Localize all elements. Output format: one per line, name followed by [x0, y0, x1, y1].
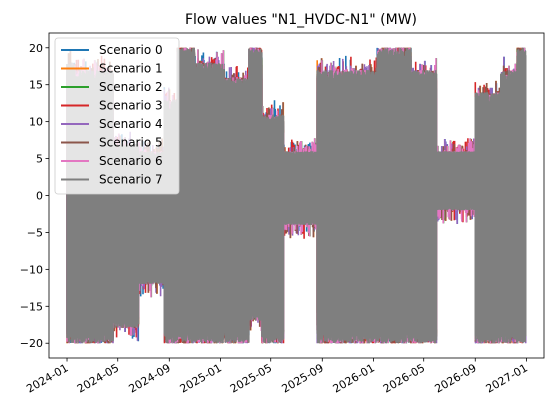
plot-area	[66, 47, 527, 344]
x-tick-label-7: 2026-05	[381, 361, 427, 395]
x-tick-label-1: 2024-05	[75, 361, 121, 395]
y-tick-label-7: 15	[29, 79, 43, 92]
legend-label-2: Scenario 2	[99, 80, 163, 94]
series-line-7	[66, 47, 527, 344]
legend: Scenario 0 Scenario 1 Scenario 2 Scenario 3…	[54, 37, 180, 195]
legend-label-6: Scenario 6	[99, 154, 163, 168]
y-tick-label-0: −20	[20, 337, 43, 350]
x-tick-label-9: 2027-01	[484, 361, 530, 395]
x-tick-label-2: 2024-09	[126, 361, 172, 395]
y-tick-label-4: 0	[36, 190, 43, 203]
y-tick-label-8: 20	[29, 42, 43, 55]
x-tick-label-0: 2024-01	[24, 361, 70, 395]
legend-box	[54, 37, 180, 195]
x-tick-label-3: 2025-01	[178, 361, 224, 395]
legend-label-7: Scenario 7	[99, 173, 163, 187]
legend-label-1: Scenario 1	[99, 62, 163, 76]
x-tick-label-4: 2025-05	[228, 361, 274, 395]
legend-label-0: Scenario 0	[99, 43, 163, 57]
legend-label-4: Scenario 4	[99, 117, 163, 131]
y-tick-label-5: 5	[36, 153, 43, 166]
y-tick-label-3: −5	[27, 226, 43, 239]
y-tick-label-2: −10	[20, 263, 43, 276]
y-tick-label-1: −15	[20, 300, 43, 313]
x-tick-label-6: 2026-01	[331, 361, 377, 395]
x-tick-label-5: 2025-09	[279, 361, 325, 395]
chart-title: Flow values "N1_HVDC-N1" (MW)	[185, 12, 417, 28]
legend-label-3: Scenario 3	[99, 99, 163, 113]
y-tick-label-6: 10	[29, 116, 43, 129]
legend-label-5: Scenario 5	[99, 136, 163, 150]
x-tick-label-8: 2026-09	[432, 361, 478, 395]
